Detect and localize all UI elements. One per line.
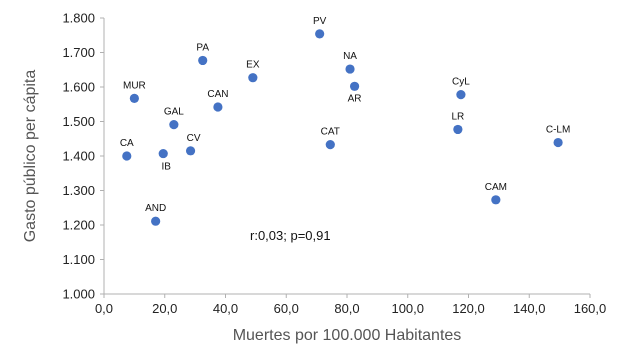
data-point-mur [129,93,139,103]
y-tick-label: 1.400 [62,149,95,164]
x-tick-label: 60,0 [274,301,299,316]
point-label-mur: MUR [123,80,146,91]
data-point-and [151,216,161,226]
data-point-na [345,64,355,74]
x-tick-label: 140,0 [513,301,546,316]
y-tick-label: 1.600 [62,80,95,95]
y-tick-label: 1.100 [62,252,95,267]
point-label-can: CAN [207,89,228,100]
point-label-cat: CAT [321,127,340,138]
point-label-cam: CAM [485,182,507,193]
data-point-ar [349,81,360,91]
data-point-ex [248,73,258,83]
x-tick-label: 0,0 [95,301,113,316]
point-label-ca: CA [120,138,134,149]
y-axis-title: Gasto público per cápita [22,70,39,243]
x-tick-label: 160,0 [574,301,607,316]
x-tick-label: 20,0 [152,301,177,316]
y-tick-label: 1.500 [62,114,95,129]
point-label-na: NA [343,51,357,62]
x-tick-labels: 0,0 20,0 40,0 60,0 80,0 100,0 120,0 140,0 160,0 [95,294,606,316]
data-point-cam [491,195,501,205]
x-tick-label: 120,0 [452,301,485,316]
y-tick-label: 1.700 [62,45,95,60]
data-point-lr [453,124,463,135]
data-points [122,29,563,226]
correlation-annotation: r:0,03; p=0,91 [250,228,331,243]
point-label-c-lm: C-LM [546,125,570,136]
point-labels: PV PA NA EX AR CyL MUR CAN GAL LR C-LM CAT CV IB CA CAM… [120,16,571,214]
point-label-cyl: CyL [452,77,470,88]
data-point-ib [158,148,168,159]
y-tick-label: 1.300 [62,183,95,198]
data-point-ca [122,151,132,161]
y-tick-label: 1.000 [62,287,95,302]
point-label-cv: CV [187,133,201,144]
x-tick-label: 40,0 [213,301,238,316]
y-tick-label: 1.200 [62,218,95,233]
data-point-cat [325,140,335,150]
point-label-gal: GAL [164,107,184,118]
data-point-can [213,102,223,112]
x-tick-label: 80,0 [334,301,359,316]
y-tick-label: 1.800 [62,11,95,26]
data-point-c-lm [553,137,563,148]
point-label-lr: LR [451,111,464,122]
data-point-pv [315,29,325,39]
x-tick-label: 100,0 [391,301,424,316]
data-point-cv [185,146,196,156]
point-label-and: AND [145,203,166,214]
data-point-pa [198,55,208,66]
y-tick-labels: 1.000 1.100 1.200 1.300 1.400 1.500 1.600 1.700… [62,11,104,302]
x-axis-title: Muertes por 100.000 Habitantes [233,327,462,344]
point-label-pv: PV [313,16,327,27]
point-label-ib: IB [162,162,172,173]
data-point-cyl [456,89,466,100]
point-label-ex: EX [246,60,260,71]
point-label-ar: AR [348,93,362,104]
point-label-pa: PA [196,42,209,53]
data-point-gal [169,120,179,130]
